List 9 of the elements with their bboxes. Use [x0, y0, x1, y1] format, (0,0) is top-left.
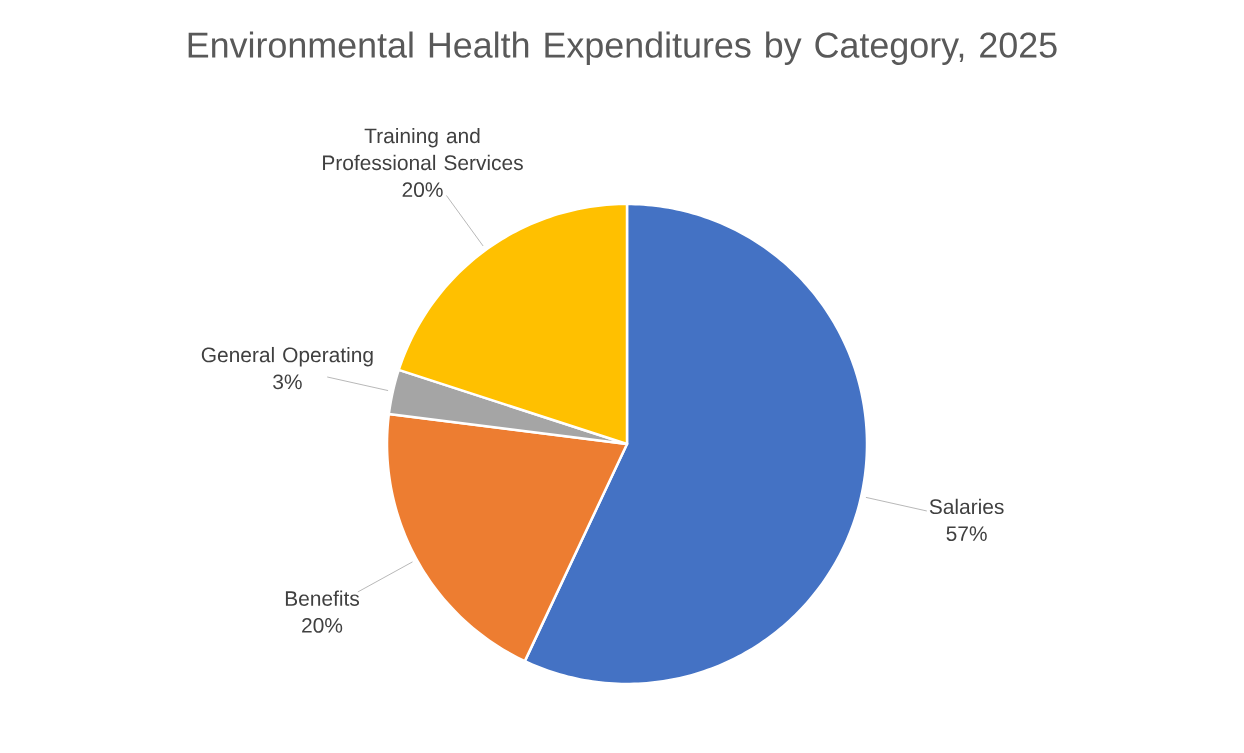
- chart-title: Environmental Health Expenditures by Category, 2025: [188, 31, 1057, 65]
- data-label: 20%: [302, 618, 343, 633]
- data-label: 20%: [402, 182, 443, 198]
- slice-label: Benefits: [285, 590, 360, 606]
- slice-label: General Operating: [201, 346, 373, 367]
- data-label: 3%: [273, 374, 302, 390]
- slice-label: Salaries: [929, 498, 1004, 515]
- slice-label: Training and Professional Services: [323, 127, 523, 171]
- data-label: 57%: [946, 526, 987, 542]
